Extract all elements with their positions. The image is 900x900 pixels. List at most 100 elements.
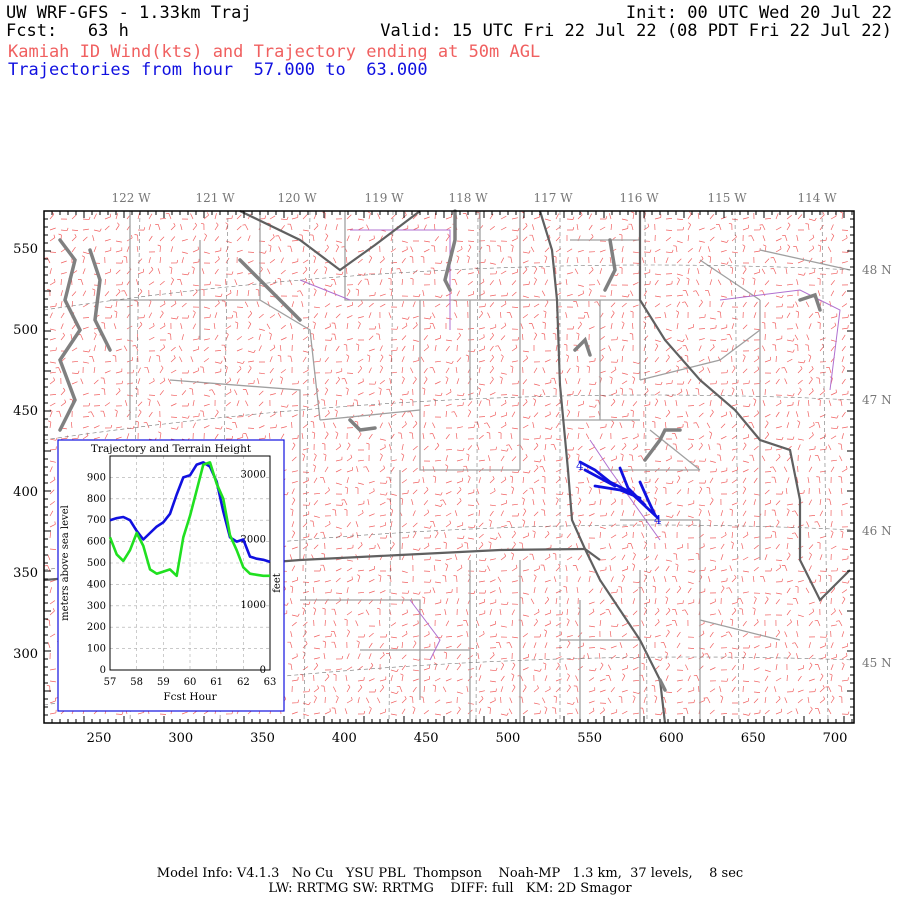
y-tick-label: 500 [13,323,38,338]
longitude-label: 120 W [277,191,317,205]
lat-lon-grid [43,210,855,724]
inset-y-tick: 100 [87,644,106,655]
x-tick-label: 500 [495,731,520,746]
water-outline [58,238,83,432]
water-outline [798,292,822,312]
inset-plot-frame [109,455,271,671]
inset-y-tick: 800 [87,494,106,505]
county-line [360,560,781,723]
parallel [43,394,855,441]
inset-y-tick: 900 [87,472,106,483]
product-title: UW WRF-GFS - 1.33km Traj [6,3,252,23]
parallel [43,524,855,571]
valid-time: Valid: 15 UTC Fri 22 Jul 22 (08 PDT Fri … [380,21,892,41]
water-outline [603,238,617,292]
county-line [344,211,560,410]
trajectory-range: Trajectories from hour 57.000 to 63.000 [8,60,428,80]
longitude-label: 122 W [111,191,151,205]
forecast-hour: Fcst: 63 h [6,21,129,41]
x-tick-label: 300 [168,731,193,746]
meridian [734,210,740,724]
inset-y-tick: 300 [87,601,106,612]
y-tick-label: 450 [13,404,38,419]
axis-ticks [43,210,854,724]
trajectory-line [618,466,647,507]
longitude-label: 117 W [533,191,573,205]
county-line [259,211,520,471]
inset-x-tick: 59 [157,677,170,688]
longitude-label: 115 W [707,191,747,205]
latitude-label: 45 N [862,656,892,670]
meridian [475,210,479,724]
longitude-label: 114 W [797,191,837,205]
inset-ylabel-right: feet [272,573,283,593]
y-tick-label: 400 [13,485,38,500]
inset-y-tick: 400 [87,579,106,590]
x-tick-label: 350 [250,731,275,746]
trajectory-paths: 44 [576,459,662,527]
model-info-line1: Model Info: V4.1.3 No Cu YSU PBL Thompso… [156,866,744,881]
inset-ylabel: meters above sea level [60,505,71,621]
inset-panel [57,439,285,712]
county-line [299,211,521,560]
inset-series-green [108,461,270,578]
map-frame: 250 300 350 400 450 500 550 600 650 7005505004504… [13,191,891,746]
state-border [239,210,421,272]
x-tick-label: 650 [741,731,766,746]
trajectory-end-marker: 4 [654,513,662,527]
field-description: Kamiah ID Wind(kts) and Trajectory endin… [8,42,541,62]
state-border [538,210,667,724]
water-outline [443,209,457,292]
inset-x-tick: 61 [210,677,223,688]
latitude-label: 46 N [862,524,892,538]
state-border [638,211,851,602]
inset-y2-tick: 3000 [241,469,266,480]
county-line [560,419,701,521]
inset-grid [110,456,270,670]
inset-y2-tick: 1000 [241,600,266,611]
inset-x-tick: 62 [237,677,250,688]
water-outline [643,428,682,462]
longitude-label: 121 W [195,191,235,205]
longitude-label: 119 W [364,191,404,205]
water-outline [348,418,377,432]
inset-series-blue [109,461,271,564]
water-outline [573,336,592,357]
water-bodies [58,209,822,692]
x-tick-label: 400 [332,731,357,746]
longitude-label: 116 W [619,191,659,205]
water-outline [238,258,302,322]
trajectory-line [638,480,657,517]
parallel [43,656,855,706]
inset-y-tick: 500 [87,558,106,569]
reservation-boundary [299,229,841,661]
state-border [584,548,601,561]
county-line [110,211,301,470]
inset-xlabel: Fcst Hour [163,691,217,703]
inset-x-tick: 60 [184,677,197,688]
meridian [644,210,648,724]
x-tick-label: 700 [823,731,848,746]
y-tick-label: 550 [13,242,38,257]
inset-y-tick: 700 [87,515,106,526]
x-tick-label: 600 [659,731,684,746]
inset-y-tick: 200 [87,622,106,633]
trajectory-line [593,484,642,500]
meridian [303,210,311,724]
y-tick-label: 350 [13,566,38,581]
init-time: Init: 00 UTC Wed 20 Jul 22 [625,3,892,23]
trajectory-line [583,468,617,488]
meridian [821,210,829,724]
x-tick-label: 550 [577,731,602,746]
meridian [219,210,229,724]
latitude-label: 48 N [862,263,892,277]
county-line [579,300,761,723]
latitude-label: 47 N [862,393,892,407]
x-tick-label: 450 [414,731,439,746]
inset-title: Trajectory and Terrain Height [91,443,252,455]
trajectory-start-marker: 4 [576,459,584,473]
inset-y-tick: 0 [100,665,106,676]
meridian [388,210,394,724]
inset-x-tick: 58 [130,677,143,688]
